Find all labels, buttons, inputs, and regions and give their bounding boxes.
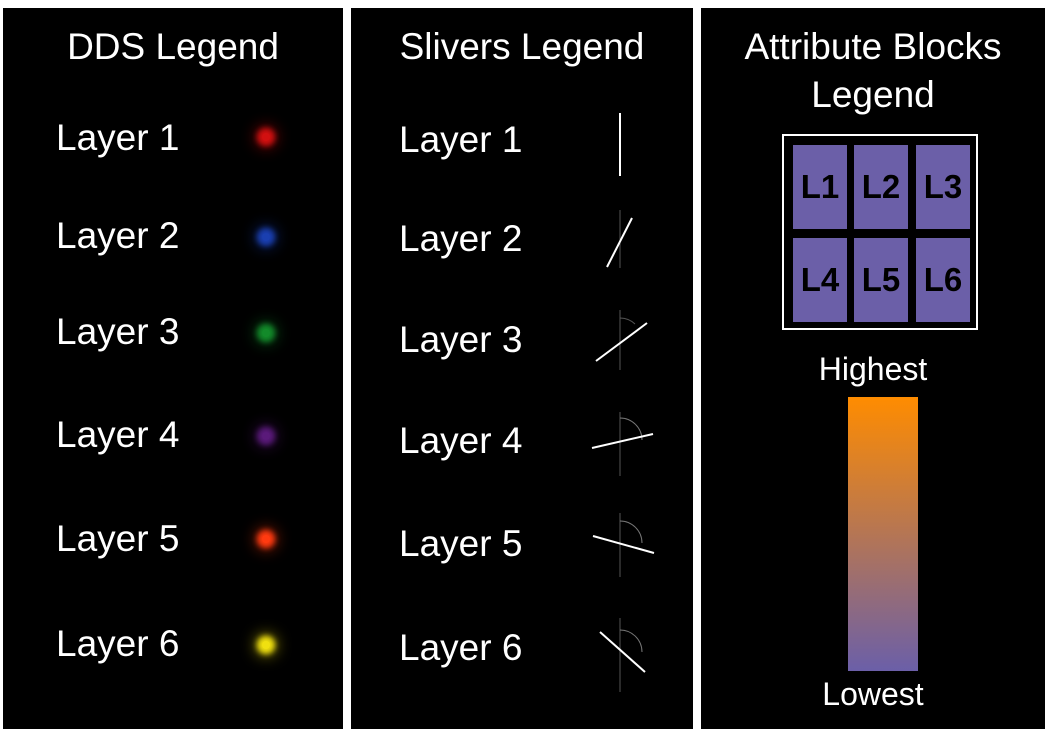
- dds-layer-6-label: Layer 6: [56, 623, 180, 664]
- sliver-layer-2-glyph: [606, 210, 633, 268]
- block-l4: L4: [793, 238, 847, 322]
- sliver-layer-3-glyph: [595, 310, 648, 370]
- sliver-layer-5-label: Layer 5: [399, 523, 523, 564]
- layer-blocks-grid: L1 L2 L3 L4 L5 L6: [782, 134, 978, 330]
- dds-layer-5-label: Layer 5: [56, 518, 180, 559]
- block-l3: L3: [916, 145, 970, 229]
- dds-layer-2-label: Layer 2: [56, 215, 180, 256]
- sliver-layer-2-label: Layer 2: [399, 218, 523, 259]
- slivers-legend-title: Slivers Legend: [399, 26, 645, 67]
- dds-layer-2-dot: [262, 233, 270, 241]
- block-l2: L2: [854, 145, 908, 229]
- block-l6: L6: [916, 238, 970, 322]
- attribute-blocks-legend-panel: Attribute Blocks Legend L1 L2 L3 L4 L5 L…: [701, 8, 1045, 729]
- sliver-layer-4-glyph: [591, 412, 654, 476]
- attribute-gradient-bar: [848, 397, 918, 671]
- sliver-layer-6-glyph: [599, 618, 646, 692]
- sliver-layer-6-label: Layer 6: [399, 627, 523, 668]
- dds-layer-4-dot: [262, 432, 270, 440]
- dds-layer-5-dot: [262, 535, 270, 543]
- dds-layer-1-dot: [262, 133, 270, 141]
- dds-layer-3-label: Layer 3: [56, 311, 180, 352]
- slivers-legend-panel: Slivers Legend Layer 1 Layer 2 Layer 3 L…: [351, 8, 693, 729]
- sliver-layer-4-label: Layer 4: [399, 420, 523, 461]
- dds-layer-1-label: Layer 1: [56, 117, 180, 158]
- sliver-layer-3-label: Layer 3: [399, 319, 523, 360]
- dds-layer-3-dot: [262, 329, 270, 337]
- attribute-blocks-title-line1: Attribute Blocks: [744, 26, 1002, 67]
- dds-layer-6-dot: [262, 641, 270, 649]
- attribute-blocks-title-line2: Legend: [811, 74, 935, 115]
- dds-layer-4-label: Layer 4: [56, 414, 180, 455]
- sliver-layer-1-glyph: [619, 113, 621, 176]
- dds-legend-panel: DDS Legend Layer 1 Layer 2 Layer 3 Layer…: [3, 8, 343, 729]
- gradient-low-label: Lowest: [822, 676, 924, 712]
- sliver-layer-5-glyph: [592, 513, 655, 577]
- gradient-high-label: Highest: [818, 351, 928, 387]
- sliver-layer-1-label: Layer 1: [399, 119, 523, 160]
- block-l1: L1: [793, 145, 847, 229]
- block-l5: L5: [854, 238, 908, 322]
- dds-legend-title: DDS Legend: [67, 26, 279, 67]
